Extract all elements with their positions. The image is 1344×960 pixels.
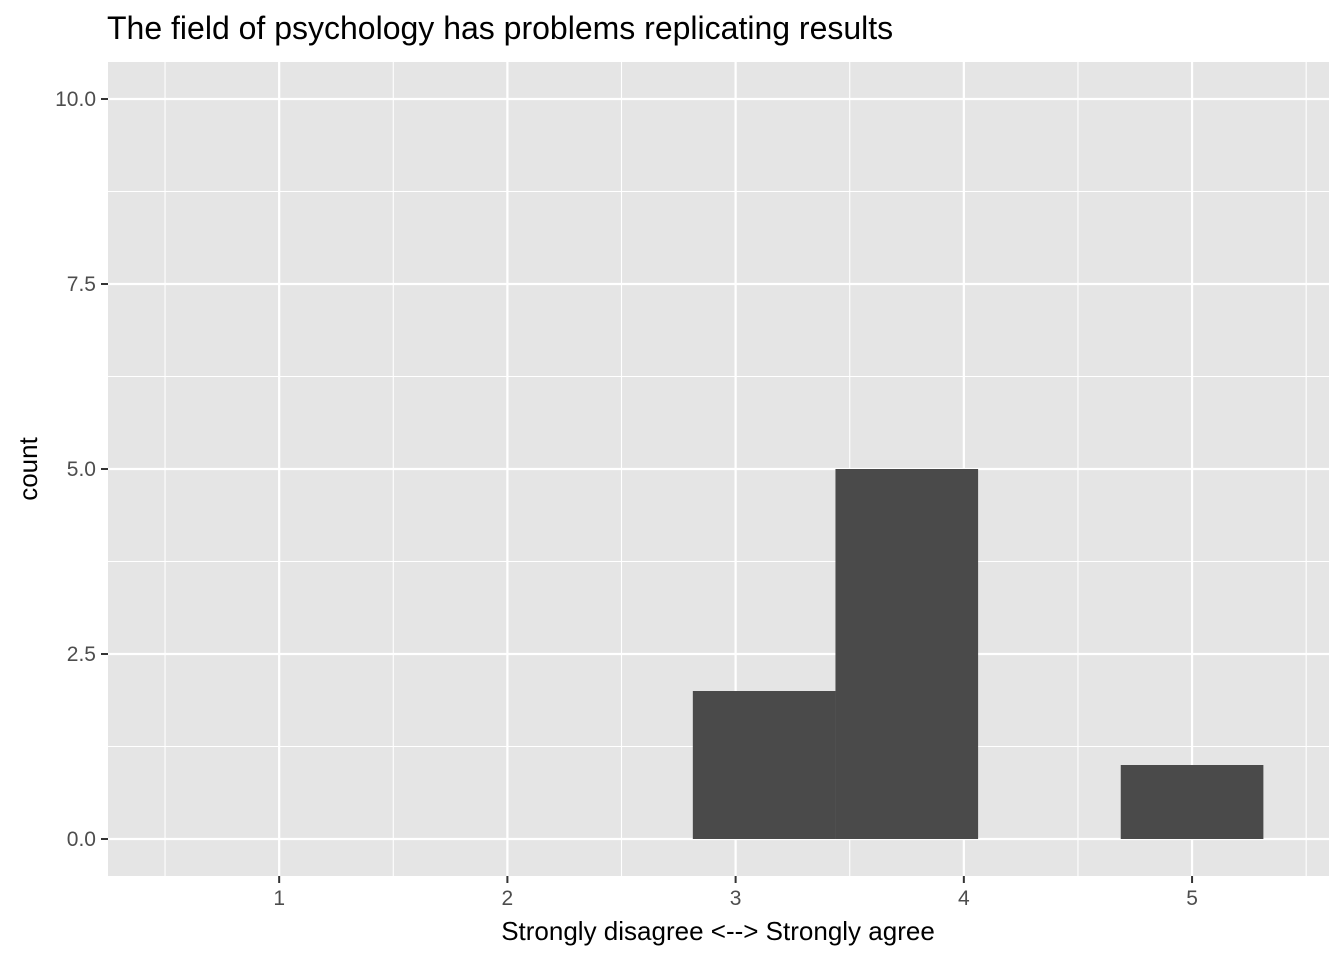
y-axis: 0.0 2.5 5.0 7.5 10.0: [55, 88, 108, 851]
y-tick-label: 10.0: [55, 88, 96, 111]
y-tick-label: 7.5: [67, 273, 96, 296]
x-axis-title: Strongly disagree <--> Strongly agree: [501, 916, 935, 946]
y-tick-label: 0.0: [67, 828, 96, 851]
x-axis: 1 2 3 4 5: [273, 876, 1198, 910]
x-tick-label: 5: [1186, 887, 1198, 910]
x-tick-label: 1: [273, 887, 285, 910]
chart-title: The field of psychology has problems rep…: [107, 10, 893, 46]
histogram-bar: [1120, 765, 1264, 839]
histogram-bar: [835, 469, 979, 839]
bars: [692, 469, 1264, 839]
x-tick-label: 2: [502, 887, 514, 910]
x-tick-label: 4: [958, 887, 970, 910]
y-axis-title: count: [13, 436, 43, 500]
y-tick-label: 5.0: [67, 458, 96, 481]
x-tick-label: 3: [730, 887, 742, 910]
histogram-bar: [692, 691, 836, 839]
y-tick-label: 2.5: [67, 643, 96, 666]
